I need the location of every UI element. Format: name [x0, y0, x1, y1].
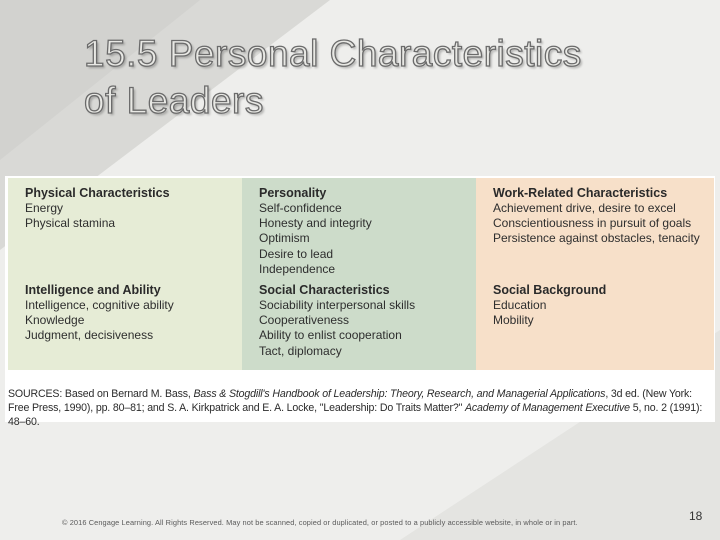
- section-heading: Work-Related Characteristics: [493, 186, 668, 200]
- slide-title: 15.5 Personal Characteristics of Leaders: [83, 30, 704, 124]
- list-item: Sociability interpersonal skills: [259, 298, 416, 312]
- sources-text: SOURCES: Based on Bernard M. Bass,: [8, 388, 194, 400]
- column-work-background: Work-Related Characteristics Achievement…: [476, 178, 714, 370]
- characteristics-table: Physical Characteristics Energy Physical…: [5, 176, 715, 428]
- list-item: Self-confidence: [259, 201, 342, 215]
- page-number: 18: [689, 509, 703, 523]
- list-item: Desire to lead: [259, 246, 334, 261]
- slide-title-line-2: of Leaders: [83, 79, 264, 121]
- section-heading: Intelligence and Ability: [25, 283, 161, 297]
- list-item: Judgment, decisiveness: [25, 328, 154, 343]
- list-item: Intelligence, cognitive ability: [25, 298, 174, 312]
- section-social-background: Social Background Education Mobility: [493, 283, 708, 328]
- section-physical-characteristics: Physical Characteristics Energy Physical…: [25, 186, 236, 231]
- list-item: Optimism: [259, 231, 310, 246]
- list-item: Conscientiousness in pursuit of goals: [493, 216, 692, 231]
- list-item: Physical stamina: [25, 216, 116, 231]
- characteristics-grid: Physical Characteristics Energy Physical…: [8, 178, 714, 370]
- sources-citation: SOURCES: Based on Bernard M. Bass, Bass …: [8, 387, 714, 429]
- sources-text: , 3d ed. (New York: Free Press, 1990), p…: [8, 388, 692, 414]
- section-intelligence-ability: Intelligence and Ability Intelligence, c…: [25, 283, 236, 344]
- list-item: Ability to enlist cooperation: [259, 328, 402, 343]
- list-item: Achievement drive, desire to excel: [493, 201, 676, 215]
- list-item: Mobility: [493, 313, 534, 328]
- list-item: Energy: [25, 201, 64, 215]
- list-item: Honesty and integrity: [259, 216, 372, 231]
- section-heading: Social Background: [493, 283, 607, 297]
- list-item: Tact, diplomacy: [259, 343, 342, 358]
- section-heading: Social Characteristics: [259, 283, 390, 297]
- list-item: Education: [493, 298, 547, 312]
- list-item: Cooperativeness: [259, 313, 350, 328]
- list-item: Independence: [259, 261, 336, 276]
- section-work-related-characteristics: Work-Related Characteristics Achievement…: [493, 186, 708, 247]
- list-item: Knowledge: [25, 313, 85, 328]
- list-item: Persistence against obstacles, tenacity: [493, 231, 700, 246]
- section-personality: Personality Self-confidence Honesty and …: [259, 186, 470, 277]
- slide-title-line-1: 15.5 Personal Characteristics: [83, 32, 582, 74]
- column-personality-social: Personality Self-confidence Honesty and …: [242, 178, 476, 370]
- section-social-characteristics: Social Characteristics Sociability inter…: [259, 283, 470, 359]
- section-heading: Personality: [259, 186, 327, 200]
- column-physical-intelligence: Physical Characteristics Energy Physical…: [8, 178, 242, 370]
- section-heading: Physical Characteristics: [25, 186, 170, 200]
- sources-book-title: Bass & Stogdill's Handbook of Leadership…: [193, 388, 606, 400]
- copyright-notice: © 2016 Cengage Learning. All Rights Rese…: [62, 518, 578, 527]
- sources-journal-title: Academy of Management Executive: [464, 402, 630, 414]
- sources-text: 5, no. 2 (1991): 48–60.: [8, 402, 703, 428]
